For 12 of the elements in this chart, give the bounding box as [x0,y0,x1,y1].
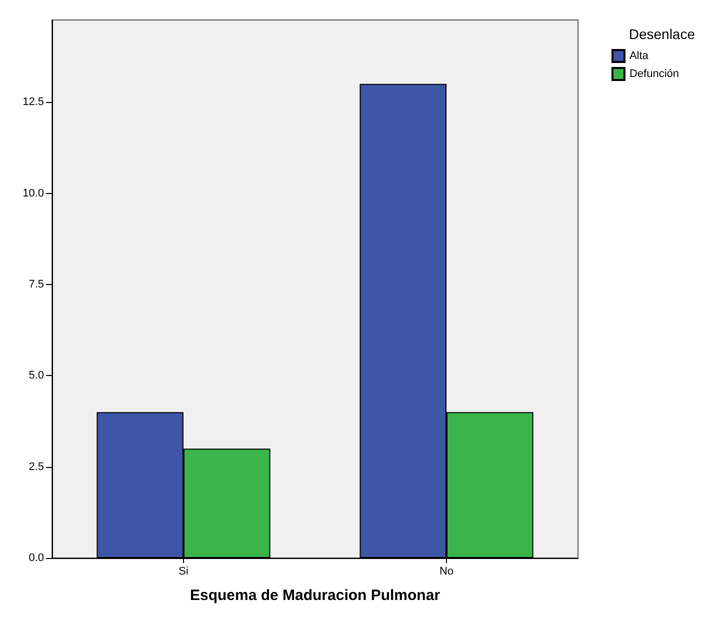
x-axis-title: Esquema de Maduracion Pulmonar [190,587,440,604]
y-tick-label: 12.5 [22,96,44,108]
x-tick-label: No [439,566,454,578]
legend-title: Desenlace [628,26,696,42]
legend-label: Alta [629,50,650,62]
y-tick-label: 7.5 [28,278,44,290]
y-tick-label: 0.0 [28,552,44,564]
legend-label: Defunción [629,68,680,80]
y-tick-label: 10.0 [22,187,44,200]
y-tick-label: 2.5 [28,460,44,473]
y-tick-label: 5.0 [28,370,44,382]
x-tick-label: Si [178,566,188,578]
